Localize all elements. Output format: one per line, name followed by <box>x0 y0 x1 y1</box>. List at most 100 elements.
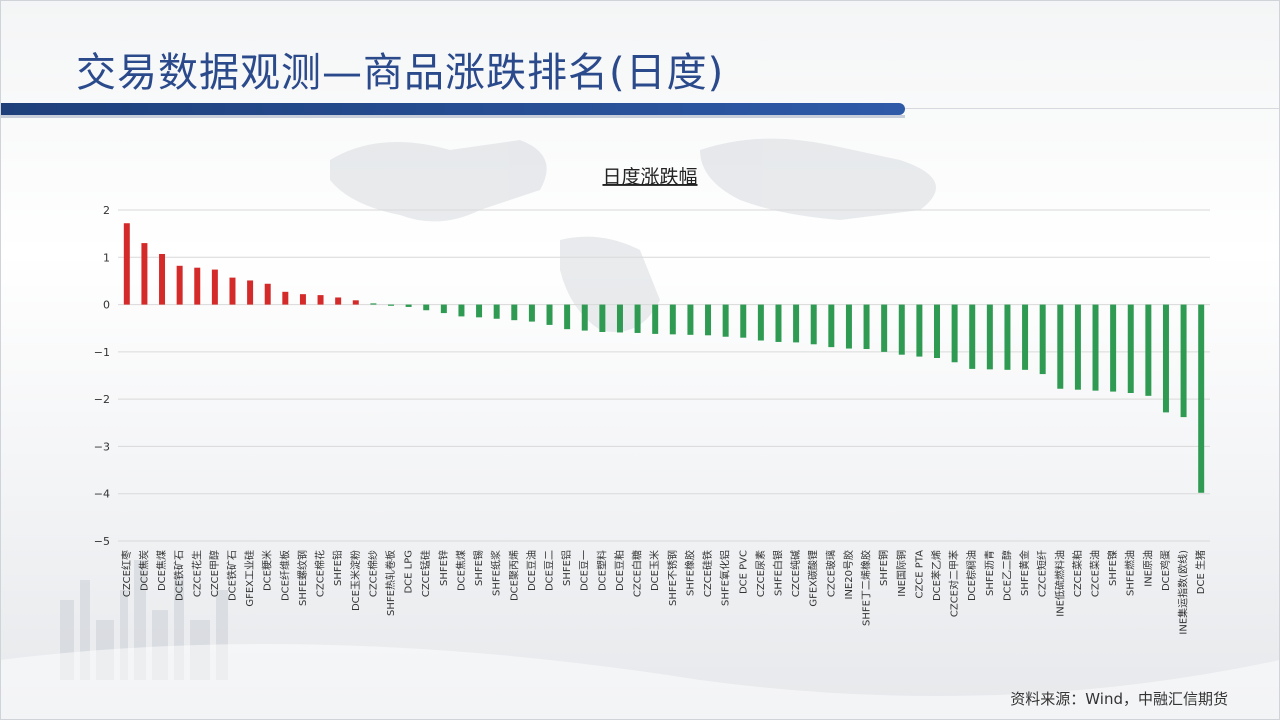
x-category-label: DCE塑料 <box>595 550 608 591</box>
bar <box>405 304 412 307</box>
bar <box>740 304 747 338</box>
bar <box>863 304 870 350</box>
bar <box>705 304 712 336</box>
bar <box>793 304 800 343</box>
x-category-label: SHFE氧化铝 <box>719 550 732 606</box>
x-category-label: GFEX工业硅 <box>243 550 256 607</box>
x-category-label: CZCE玻璃 <box>824 550 837 597</box>
bar <box>775 304 782 342</box>
x-category-label: SHFE沥青 <box>983 550 996 596</box>
y-tick-label: −5 <box>94 535 110 548</box>
x-axis-labels: CZCE红枣 DCE焦炭 DCE焦煤 DCE铁矿石 CZCE花生 CZCE甲醇 DCE铁矿石… <box>120 550 1207 635</box>
x-category-label: INE20号胶 <box>842 550 855 599</box>
x-category-label: DCE苯乙烯 <box>930 550 943 601</box>
y-tick-label: 0 <box>103 299 110 312</box>
bar <box>810 304 817 345</box>
x-category-label: CZCE PTA <box>914 550 925 599</box>
bar <box>669 304 676 335</box>
x-category-label: DCE玉米淀粉 <box>349 550 362 611</box>
x-category-label: DCE焦煤 <box>155 550 168 591</box>
bar <box>528 304 535 322</box>
x-category-label: DCE PVC <box>738 550 749 594</box>
x-category-label: DCE铁矿石 <box>225 550 238 601</box>
bar <box>546 304 553 325</box>
bar <box>159 253 166 305</box>
x-category-label: DCE焦炭 <box>137 550 150 591</box>
bar <box>493 304 500 319</box>
bar <box>440 304 447 314</box>
bar <box>757 304 764 341</box>
x-category-label: INE国际铜 <box>896 550 908 597</box>
x-category-label: SHFE丁二烯橡胶 <box>860 550 873 626</box>
x-category-label: SHFE黄金 <box>1018 550 1031 596</box>
x-category-label: CZCE菜粕 <box>1071 550 1084 597</box>
x-category-label: INE集运指数(欧线) <box>1177 550 1190 635</box>
x-category-label: CZCE棉花 <box>314 550 327 597</box>
title-underline-shadow <box>0 115 905 118</box>
x-category-label: SHFE热轧卷板 <box>384 550 397 616</box>
bar <box>1022 304 1029 370</box>
bar <box>1145 304 1152 396</box>
bar <box>898 304 905 355</box>
y-tick-label: −4 <box>94 488 110 501</box>
bar <box>317 295 324 305</box>
x-category-label: SHFE螺纹钢 <box>296 550 309 606</box>
bar <box>845 304 852 349</box>
x-category-label: SHFE燃油 <box>1124 550 1137 596</box>
data-source-note: 资料来源：Wind，中融汇信期货 <box>1010 690 1228 708</box>
x-category-label: SHFE锡 <box>472 550 485 586</box>
x-category-label: DCE纤维板 <box>278 550 291 601</box>
x-category-label: CZCE甲醇 <box>208 550 221 597</box>
gridlines <box>118 209 1210 542</box>
bar <box>1004 304 1011 370</box>
bar <box>211 269 218 305</box>
bar <box>634 304 641 333</box>
y-tick-label: −2 <box>94 393 110 406</box>
bar <box>282 291 289 305</box>
bar <box>687 304 694 335</box>
x-category-label: CZCE对二甲苯 <box>948 550 961 617</box>
bar <box>264 283 271 305</box>
x-category-label: CZCE纯碱 <box>789 550 802 597</box>
bar <box>1039 304 1046 375</box>
bar <box>511 304 518 321</box>
x-category-label: DCE鸡蛋 <box>1159 550 1172 591</box>
bar <box>299 294 306 305</box>
bar <box>986 304 993 370</box>
x-category-label: DCE豆二 <box>544 550 556 591</box>
bar <box>423 304 430 311</box>
title-underline-bar <box>0 103 905 115</box>
x-category-label: SHFE铅 <box>331 550 344 586</box>
bar <box>616 304 623 333</box>
bar <box>1074 304 1081 390</box>
bar <box>458 304 465 317</box>
x-category-label: SHFE锌 <box>437 550 450 586</box>
x-category-label: DCE玉米 <box>648 550 661 591</box>
y-axis-ticks: 2 1 0 −1 −2 −3 −4 −5 <box>94 204 110 548</box>
x-category-label: DCE聚丙烯 <box>507 550 520 601</box>
bar <box>934 304 940 359</box>
x-category-label: INE原油 <box>1141 550 1154 587</box>
bar <box>722 304 729 337</box>
x-category-label: GFEX碳酸锂 <box>807 550 820 607</box>
y-tick-label: −1 <box>94 346 110 359</box>
bar <box>1180 304 1187 418</box>
x-category-label: SHFE镍 <box>1106 550 1119 586</box>
bar <box>247 280 254 305</box>
bar <box>1198 304 1205 493</box>
x-category-label: SHFE白银 <box>771 550 784 596</box>
bar <box>1057 304 1064 389</box>
x-category-label: DCE焦煤 <box>454 550 467 591</box>
x-category-label: DCE豆油 <box>525 550 538 591</box>
x-category-label: SHFE纸浆 <box>490 550 503 596</box>
bar <box>1110 304 1117 392</box>
y-tick-label: 1 <box>103 251 110 264</box>
bar <box>388 304 394 306</box>
x-category-label: CZCE短纤 <box>1036 550 1049 597</box>
bar <box>581 304 588 331</box>
bar <box>370 303 377 305</box>
x-category-label: DCE豆一 <box>579 550 591 591</box>
chart-title: 日度涨跌幅 <box>602 166 697 188</box>
x-category-label: CZCE红枣 <box>120 550 133 597</box>
